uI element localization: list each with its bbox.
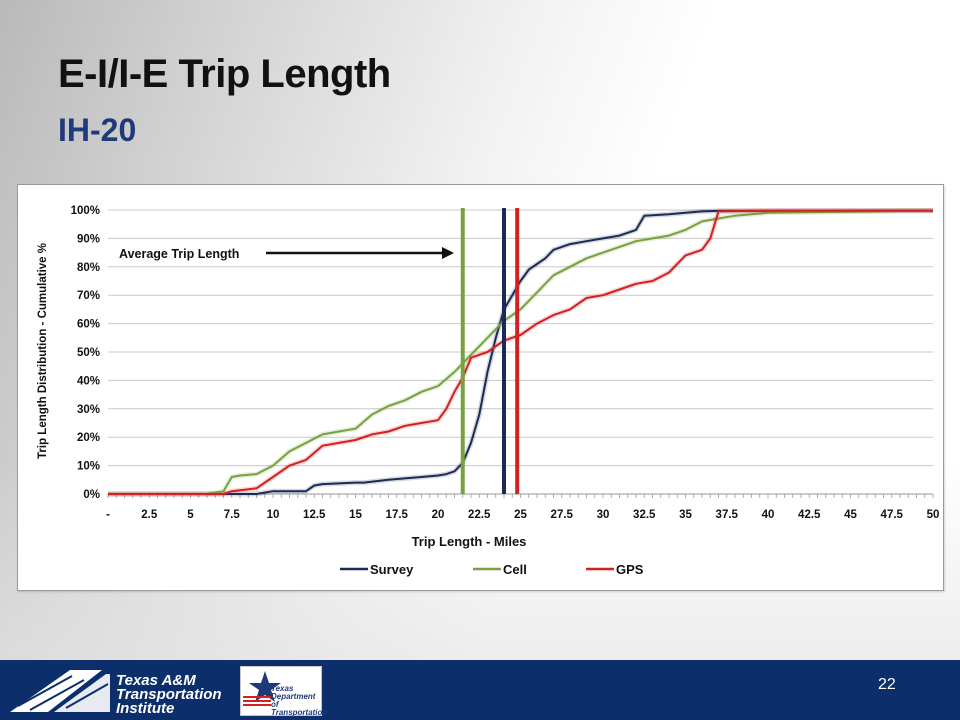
- series-line-gps: [108, 209, 933, 495]
- y-tick-label: 60%: [77, 319, 100, 331]
- average-lines-layer: [460, 208, 520, 494]
- legend-label-cell: Cell: [503, 562, 527, 577]
- x-axis-label: Trip Length - Miles: [412, 534, 527, 549]
- y-tick-label: 10%: [77, 461, 100, 473]
- x-tick-label: 22.5: [468, 509, 491, 521]
- txdot-logo-line: of Transportation: [271, 700, 328, 717]
- y-tick-label: 50%: [77, 347, 100, 359]
- footer-bar: Texas A&M Transportation Institute 22: [0, 660, 960, 720]
- y-tick-label: 80%: [77, 262, 100, 274]
- tti-logo-line: Institute: [116, 700, 175, 717]
- x-tick-label: 35: [679, 509, 692, 521]
- x-tick-label: 40: [762, 509, 775, 521]
- series-line-cell: [108, 209, 934, 495]
- tti-logo-text: Texas A&M Transportation Institute: [116, 672, 222, 717]
- x-tick-label: -: [106, 509, 110, 521]
- x-tick-label: 50: [927, 509, 940, 521]
- txdot-star-icon: [243, 671, 281, 706]
- x-tick-label: 20: [432, 509, 445, 521]
- slide-subtitle: IH-20: [58, 112, 137, 148]
- y-tick-label: 30%: [77, 404, 100, 416]
- legend-label-survey: Survey: [370, 562, 414, 577]
- slide-title: E-I/I-E Trip Length: [58, 52, 391, 96]
- txdot-logo-text: Texas Department of Transportation: [271, 684, 328, 717]
- legend-label-gps: GPS: [616, 562, 644, 577]
- x-tick-label: 32.5: [633, 509, 656, 521]
- y-tick-label: 40%: [77, 375, 100, 387]
- x-tick-label: 12.5: [303, 509, 326, 521]
- x-tick-label: 25: [514, 509, 527, 521]
- x-tick-label: 17.5: [386, 509, 409, 521]
- x-tick-label: 45: [844, 509, 857, 521]
- series-line-survey: [108, 209, 934, 495]
- axis-layer: 0% 10% 20% 30% 40% 50% 60% 70% 80% 90% 100% - 2.5 5 7.…: [71, 205, 940, 521]
- average-trip-length-label: Average Trip Length: [119, 247, 239, 261]
- tti-logo: Texas A&M Transportation Institute: [10, 666, 225, 717]
- y-axis-label: Trip Length Distribution - Cumulative %: [37, 243, 49, 459]
- tti-logo-line: Transportation: [116, 686, 222, 703]
- x-tick-label: 42.5: [798, 509, 821, 521]
- y-tick-label: 0%: [83, 489, 100, 501]
- x-tick-label: 30: [597, 509, 610, 521]
- x-tick-label: 10: [267, 509, 280, 521]
- x-tick-label: 5: [187, 509, 194, 521]
- tti-swoosh-icon: [10, 670, 110, 712]
- trip-length-chart: 0% 10% 20% 30% 40% 50% 60% 70% 80% 90% 100% - 2.5 5 7.…: [37, 205, 940, 577]
- legend: Survey Cell GPS: [340, 562, 644, 577]
- y-tick-label: 100%: [71, 205, 100, 217]
- txdot-logo: Texas Department of Transportation: [240, 666, 328, 717]
- y-tick-label: 70%: [77, 290, 100, 302]
- x-tick-label: 7.5: [224, 509, 241, 521]
- y-tick-label: 90%: [77, 233, 100, 245]
- x-tick-label: 47.5: [881, 509, 904, 521]
- x-tick-label: 27.5: [551, 509, 574, 521]
- average-trip-length-arrowhead: [442, 247, 454, 259]
- grid-layer: [108, 209, 933, 495]
- txdot-logo-line: Department: [271, 692, 316, 701]
- chart-frame: 0% 10% 20% 30% 40% 50% 60% 70% 80% 90% 100% - 2.5 5 7.…: [17, 184, 944, 591]
- x-tick-label: 37.5: [716, 509, 739, 521]
- x-tick-label: 2.5: [141, 509, 158, 521]
- annotation-layer: Average Trip Length: [119, 247, 454, 261]
- page-number: 22: [878, 676, 896, 693]
- x-tick-label: 15: [349, 509, 362, 521]
- series-layer: [108, 208, 934, 497]
- tti-logo-line: Texas A&M: [116, 672, 196, 689]
- y-tick-label: 20%: [77, 432, 100, 444]
- txdot-logo-line: Texas: [271, 684, 294, 693]
